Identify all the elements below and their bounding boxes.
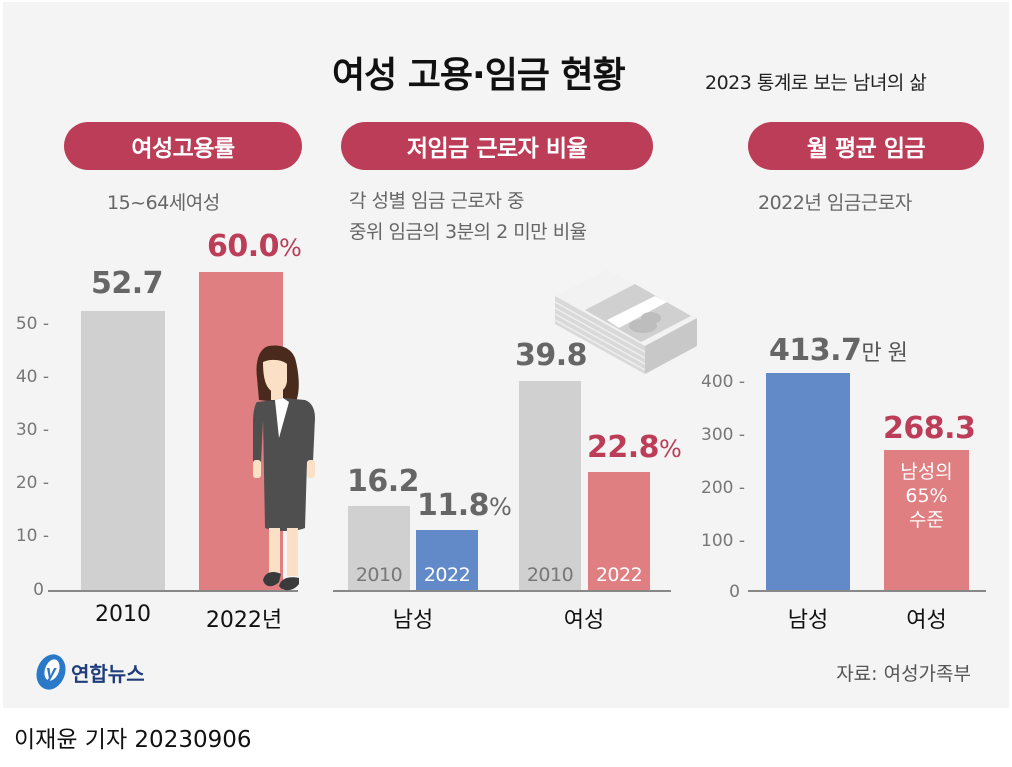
value-label-2022: 60.0%	[207, 229, 302, 264]
x-axis	[48, 590, 298, 592]
female-wage-note: 남성의 65% 수준	[900, 461, 953, 531]
low-wage-description-line2: 중위 임금의 3분의 2 미만 비율	[349, 221, 587, 243]
value-label-2010: 52.7	[91, 266, 164, 301]
money-stack-icon	[554, 270, 697, 374]
bar-female-wage	[884, 450, 969, 591]
svg-text:y: y	[45, 662, 57, 682]
bar-male-wage	[766, 373, 850, 591]
businesswoman-icon	[253, 345, 315, 591]
value-label-male-wage: 413.7만 원	[769, 333, 908, 368]
in-bar-year: 2022	[595, 564, 643, 586]
y-tick: 50 -	[15, 314, 49, 334]
yonhap-logo-icon: y	[36, 654, 66, 690]
y-tick: 0	[33, 580, 44, 600]
y-tick: 300 -	[701, 425, 745, 445]
byline: 이재윤 기자 20230906	[14, 727, 252, 753]
value-label-female-2022: 22.8%	[587, 430, 682, 465]
bar-male-2022	[416, 530, 478, 591]
x-label-male: 남성	[787, 608, 829, 633]
employment-description: 15~64세여성	[107, 192, 220, 214]
y-tick: 30 -	[15, 420, 49, 440]
pill-low-wage-ratio: 저임금 근로자 비율	[341, 122, 653, 170]
pill-employment-rate: 여성고용률	[64, 122, 302, 170]
value-label-female-2010: 39.8	[515, 338, 588, 373]
x-label-male: 남성	[392, 608, 434, 633]
x-label-female: 여성	[906, 608, 947, 633]
value-label-male-2010: 16.2	[347, 464, 420, 499]
x-label-2010: 2010	[95, 602, 151, 627]
yonhap-logo-text: 연합뉴스	[71, 662, 145, 686]
pill-monthly-wage: 월 평균 임금	[748, 122, 984, 170]
bar-2010	[81, 311, 165, 591]
value-label-male-2022: 11.8%	[417, 488, 512, 523]
y-tick: 0	[729, 582, 740, 602]
infographic-panel: 여성 고용·임금 현황 2023 통계로 보는 남녀의 삶 여성고용률 저임금 …	[3, 2, 1009, 708]
y-tick: 40 -	[15, 367, 49, 387]
value-label-female-wage: 268.3	[883, 411, 976, 446]
x-axis	[748, 590, 986, 592]
bar-female-2010	[519, 381, 581, 591]
x-label-female: 여성	[563, 608, 605, 633]
monthly-wage-description: 2022년 임금근로자	[758, 192, 912, 214]
page-title: 여성 고용·임금 현황	[332, 55, 626, 96]
bar-male-2010	[348, 506, 410, 591]
y-tick: 200 -	[701, 478, 745, 498]
y-tick: 100 -	[701, 531, 745, 551]
in-bar-year: 2022	[423, 564, 471, 586]
x-axis	[333, 590, 671, 592]
bar-female-2022	[588, 472, 650, 591]
source-label: 자료: 여성가족부	[836, 663, 971, 685]
in-bar-year: 2010	[355, 564, 403, 586]
page-subtitle: 2023 통계로 보는 남녀의 삶	[705, 72, 927, 94]
y-tick: 20 -	[15, 473, 49, 493]
y-tick: 10 -	[15, 526, 49, 546]
in-bar-year: 2010	[526, 564, 574, 586]
x-label-2022: 2022년	[205, 608, 283, 633]
low-wage-description-line1: 각 성별 임금 근로자 중	[349, 190, 524, 212]
y-tick: 400 -	[701, 372, 745, 392]
